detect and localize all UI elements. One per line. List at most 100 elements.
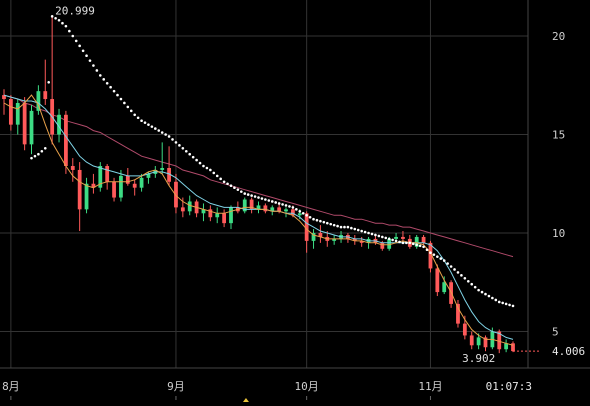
candle-body	[57, 114, 61, 135]
candle	[242, 197, 247, 214]
event-marker-icon	[242, 398, 249, 402]
psar-dot	[202, 164, 205, 168]
candle	[201, 203, 206, 222]
candle-body	[91, 183, 96, 188]
candle-body	[456, 303, 460, 324]
psar-dot	[133, 113, 136, 117]
psar-dot	[260, 197, 264, 200]
psar-dot	[157, 129, 161, 132]
candle	[167, 146, 171, 186]
candle-body	[8, 99, 13, 125]
psar-dot	[250, 194, 253, 197]
candle-body	[435, 268, 440, 293]
candle	[428, 240, 433, 273]
psar-dot	[126, 105, 130, 109]
last-price-label: 4.006	[552, 345, 585, 358]
candle-body	[483, 337, 488, 348]
psar-dot	[480, 290, 484, 294]
candle-body	[352, 238, 357, 241]
candle-body	[146, 173, 151, 178]
candle-body	[359, 240, 364, 243]
psar-dot	[85, 54, 88, 57]
psar-dot	[408, 241, 412, 245]
candle-body	[215, 213, 220, 218]
candle-body	[332, 238, 337, 241]
psar-dot	[391, 238, 394, 242]
psar-dot	[143, 121, 147, 124]
psar-dot	[449, 265, 453, 268]
candle	[91, 173, 96, 194]
candle-body	[77, 169, 82, 210]
candle-body	[414, 236, 419, 247]
psar-dot	[181, 146, 185, 150]
psar-dot	[150, 125, 154, 128]
x-tick-label: 10月	[295, 380, 319, 393]
psar-dot	[198, 161, 202, 165]
psar-dot	[270, 200, 274, 203]
candle	[70, 158, 75, 182]
candle	[174, 173, 178, 214]
psar-dot	[37, 152, 40, 156]
ma-fast-path	[3, 94, 514, 346]
psar-dot	[415, 243, 419, 247]
psar-dot	[33, 154, 37, 158]
candle	[222, 209, 226, 228]
psar-dot	[508, 303, 511, 307]
candle	[511, 341, 515, 353]
candle-body	[504, 343, 509, 350]
psar-dot	[30, 156, 33, 160]
psar-dot	[456, 271, 460, 274]
psar-dot	[92, 64, 95, 67]
grid-lines	[0, 0, 590, 369]
y-tick-label: 20	[552, 30, 565, 43]
psar-dot	[64, 24, 68, 28]
psar-dot	[68, 29, 71, 33]
psar-dot	[174, 141, 178, 144]
psar-dot	[329, 222, 333, 226]
candle-body	[242, 199, 247, 212]
candle	[435, 264, 440, 297]
psar-dot	[394, 239, 398, 243]
psar-dot	[374, 233, 377, 237]
psar-dot	[281, 203, 284, 206]
psar-dot	[253, 195, 257, 198]
psar-dot	[288, 205, 291, 208]
psar-dot	[264, 198, 267, 201]
psar-dot	[291, 206, 295, 209]
y-tick-label: 15	[552, 129, 565, 142]
psar-dot	[494, 298, 498, 302]
psar-dot	[71, 34, 75, 38]
psar-dot	[353, 227, 357, 231]
candle	[180, 197, 185, 218]
candle-body	[277, 207, 282, 212]
candle	[469, 331, 474, 350]
candle	[483, 335, 488, 352]
candle	[304, 211, 309, 253]
candle-body	[401, 236, 405, 239]
psar-dot	[184, 149, 188, 153]
psar-dot	[246, 193, 250, 196]
candle	[160, 142, 165, 174]
annotations: 20.999 3.902 4.006	[55, 4, 585, 402]
candle	[352, 234, 357, 245]
psar-dot	[370, 232, 374, 236]
psar-dot	[123, 101, 126, 105]
candle-body	[208, 209, 213, 218]
psar-dot	[339, 225, 343, 229]
y-tick-label: 5	[552, 326, 559, 339]
candle	[442, 276, 447, 295]
candle-body	[160, 167, 165, 170]
psar-dot	[463, 277, 467, 280]
candle-body	[15, 102, 20, 125]
psar-dot	[356, 228, 360, 232]
candle	[77, 162, 82, 232]
psar-dot	[398, 240, 401, 244]
psar-dot	[164, 133, 167, 136]
candle-body	[311, 233, 316, 241]
candle-body	[270, 207, 275, 212]
psar-dot	[222, 180, 226, 184]
psar-dot	[477, 288, 480, 292]
psar-dot	[57, 18, 61, 22]
ma-slow-path	[3, 94, 514, 258]
candle	[270, 205, 275, 216]
